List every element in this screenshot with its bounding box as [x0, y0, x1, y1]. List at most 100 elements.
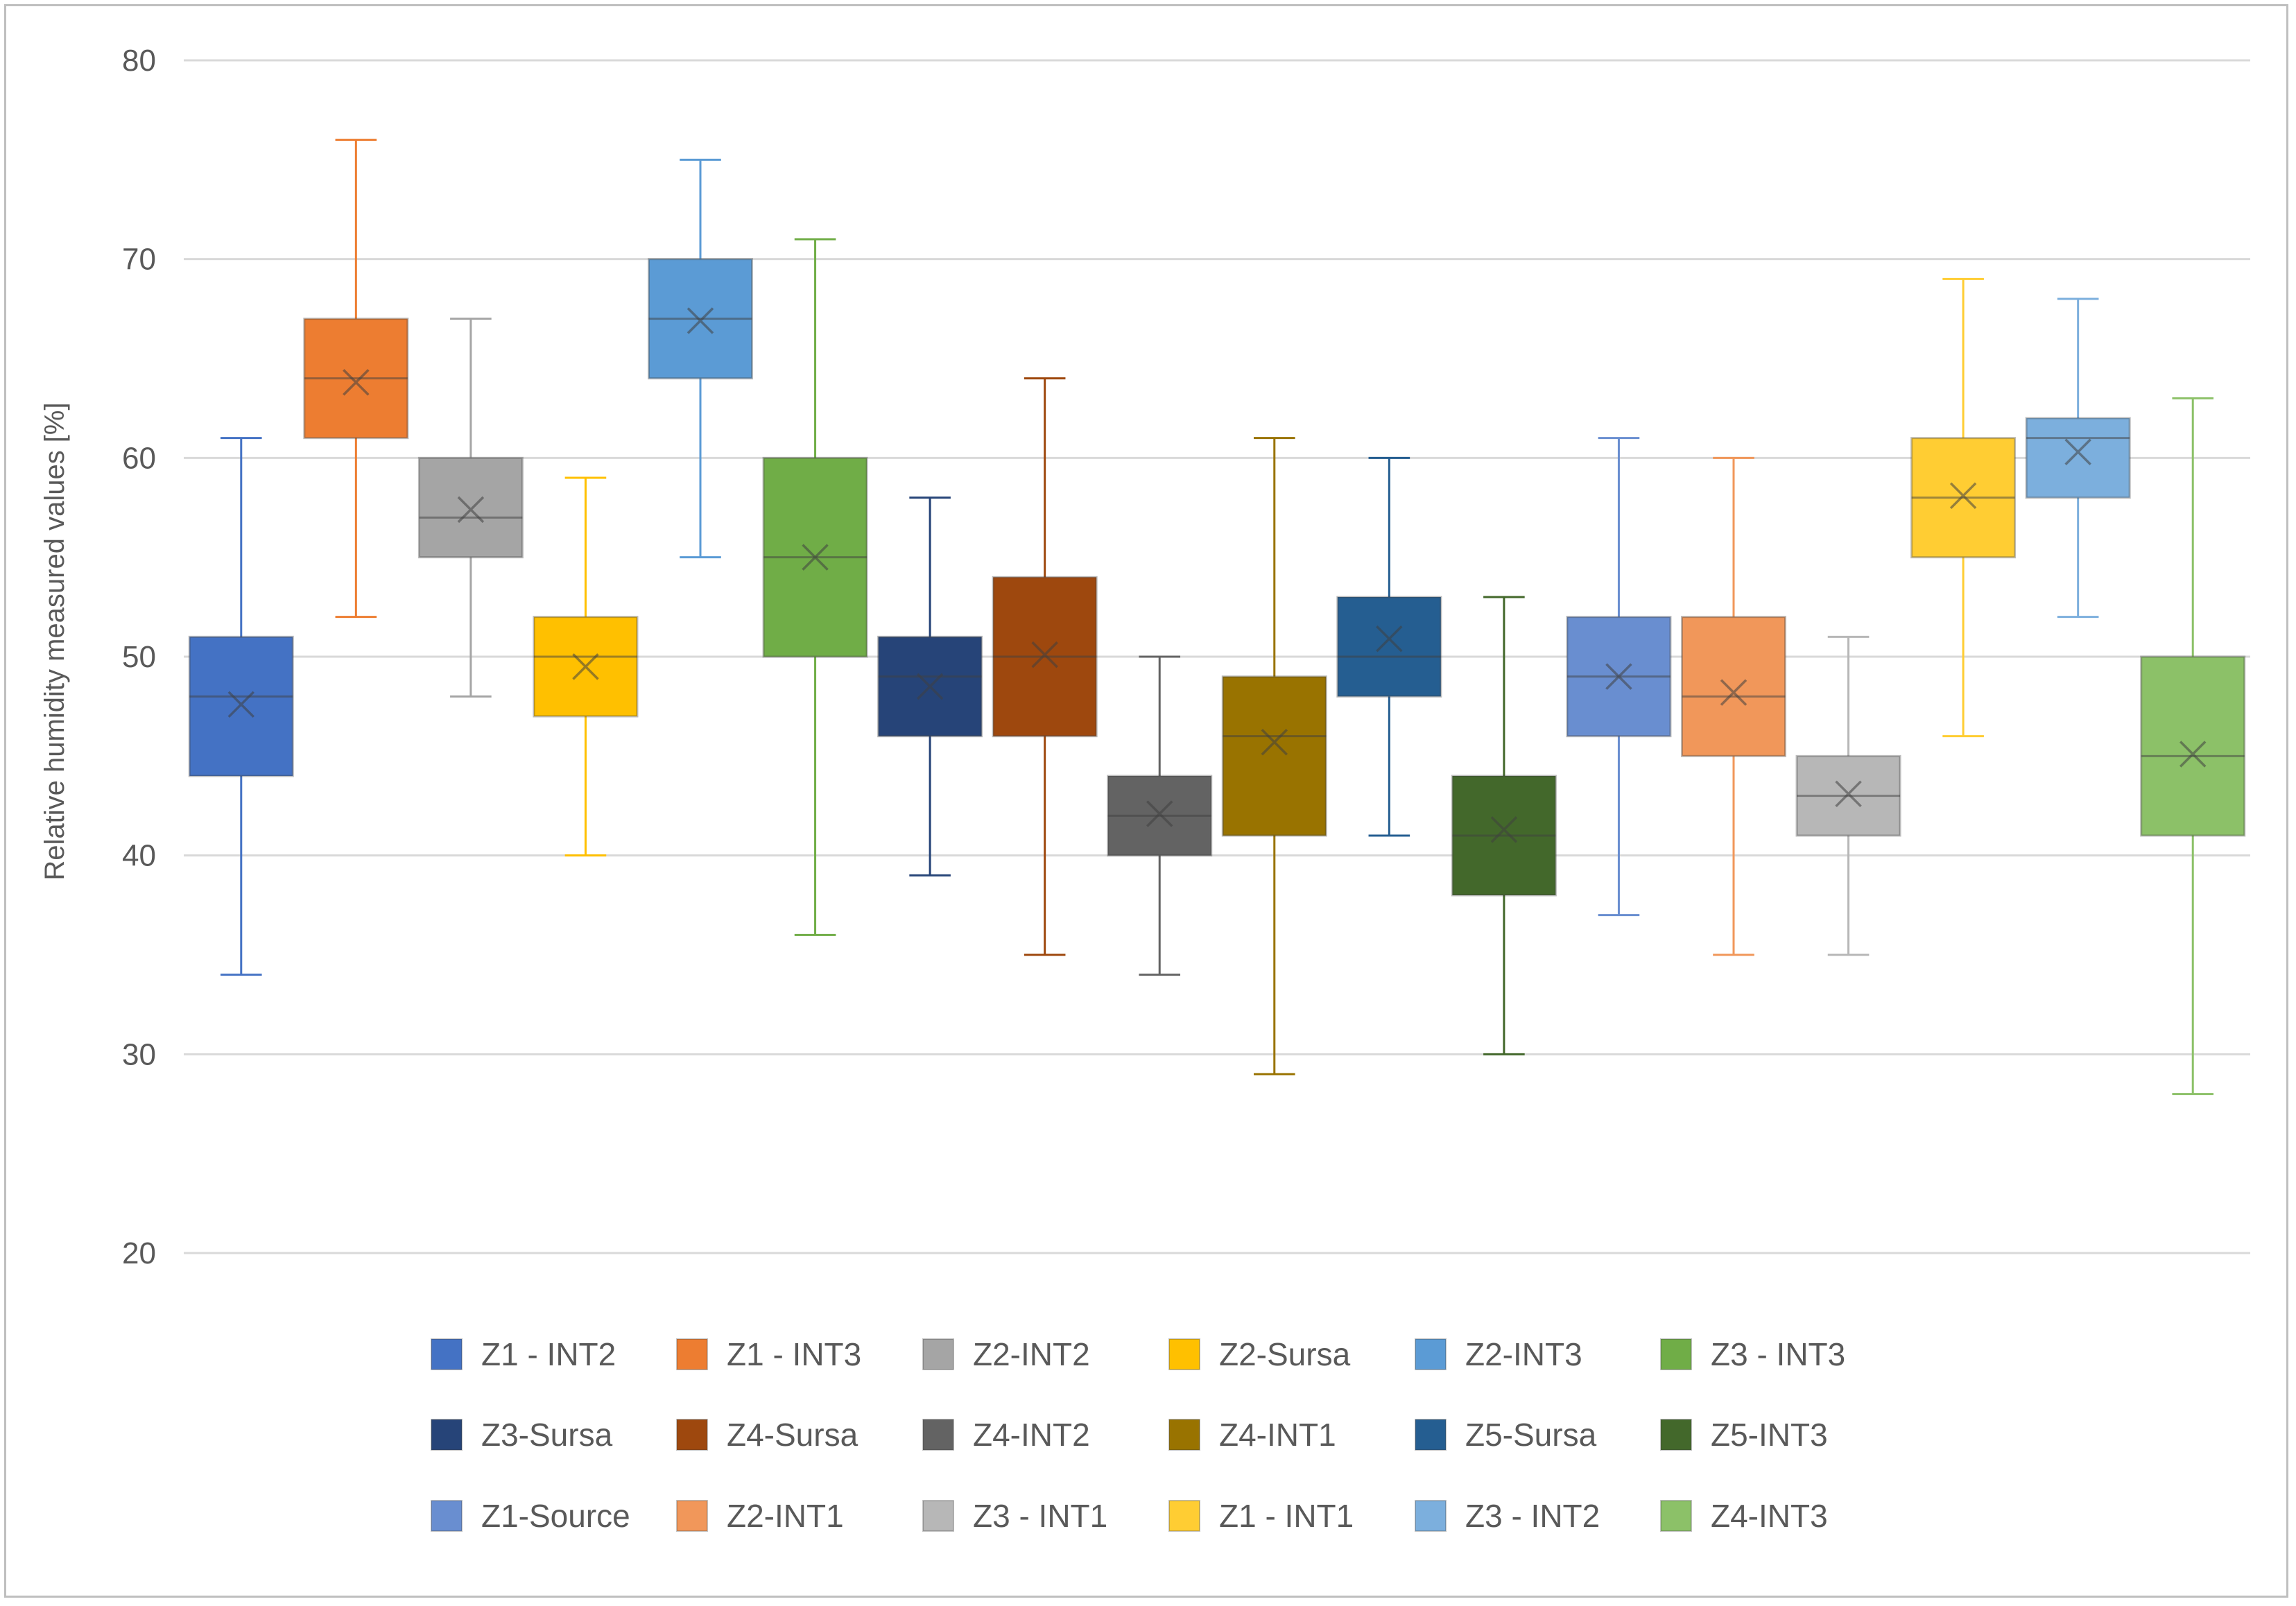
mean-marker — [1146, 800, 1173, 827]
y-tick-label: 40 — [122, 839, 156, 873]
legend-swatch — [1415, 1419, 1447, 1451]
legend-swatch — [431, 1338, 463, 1370]
mean-marker — [1031, 641, 1058, 668]
box-18 — [2140, 397, 2246, 1096]
legend-label: Z4-INT1 — [1219, 1417, 1336, 1453]
box-10 — [1221, 437, 1327, 1076]
legend-item: Z4-INT2 — [922, 1417, 1090, 1453]
legend-swatch — [1168, 1338, 1200, 1370]
box-9 — [1107, 655, 1213, 976]
legend-label: Z2-INT2 — [973, 1336, 1090, 1372]
mean-marker — [1490, 816, 1518, 843]
legend-item: Z3 - INT2 — [1415, 1498, 1600, 1534]
box-series — [188, 139, 2246, 1096]
legend-swatch — [676, 1419, 708, 1451]
legend-item: Z2-INT1 — [676, 1498, 844, 1534]
y-tick-label: 60 — [122, 441, 156, 475]
y-tick-label: 70 — [122, 243, 156, 277]
legend-swatch — [431, 1500, 463, 1532]
mean-marker — [343, 369, 370, 396]
legend-item: Z3 - INT1 — [922, 1498, 1107, 1534]
y-tick-label: 50 — [122, 640, 156, 674]
legend-label: Z2-INT3 — [1465, 1336, 1582, 1372]
box-1 — [188, 437, 294, 976]
iqr-box — [2140, 655, 2246, 837]
legend-label: Z3 - INT3 — [1711, 1336, 1845, 1372]
legend-swatch — [1415, 1500, 1447, 1532]
legend-item: Z4-Sursa — [676, 1417, 858, 1453]
mean-marker — [916, 673, 944, 700]
box-12 — [1451, 596, 1557, 1055]
legend-swatch — [922, 1338, 954, 1370]
legend-label: Z4-INT3 — [1711, 1498, 1828, 1534]
box-3 — [417, 318, 524, 698]
legend: Z1 - INT2 Z1 - INT3 Z2-INT2 Z2-Sursa Z2-INT3… — [431, 1336, 1845, 1534]
mean-marker — [2064, 438, 2091, 465]
box-7 — [877, 497, 983, 877]
legend-swatch — [922, 1500, 954, 1532]
box-11 — [1336, 456, 1442, 837]
legend-swatch — [676, 1338, 708, 1370]
box-5 — [648, 158, 753, 559]
legend-label: Z4-Sursa — [727, 1417, 858, 1453]
mean-marker — [1720, 679, 1747, 706]
legend-label: Z3-Sursa — [481, 1417, 613, 1453]
y-tick-label: 80 — [122, 44, 156, 78]
legend-item: Z2-INT2 — [922, 1336, 1090, 1372]
legend-label: Z1-Source — [481, 1498, 630, 1534]
iqr-box — [1221, 675, 1327, 837]
y-tick-label: 20 — [122, 1236, 156, 1270]
legend-item: Z1 - INT1 — [1168, 1498, 1354, 1534]
box-17 — [2025, 297, 2131, 619]
box-15 — [1795, 635, 1901, 956]
mean-marker — [1261, 729, 1288, 756]
legend-label: Z3 - INT1 — [973, 1498, 1107, 1534]
iqr-box — [2025, 417, 2131, 499]
box-13 — [1566, 437, 1672, 917]
box-4 — [533, 476, 639, 857]
legend-label: Z1 - INT3 — [727, 1336, 861, 1372]
legend-item: Z3-Sursa — [431, 1417, 613, 1453]
box-2 — [303, 139, 409, 619]
legend-swatch — [922, 1419, 954, 1451]
mean-marker — [1376, 625, 1403, 653]
legend-swatch — [1168, 1500, 1200, 1532]
legend-item: Z1 - INT2 — [431, 1336, 616, 1372]
legend-swatch — [676, 1500, 708, 1532]
legend-label: Z5-INT3 — [1711, 1417, 1828, 1453]
legend-item: Z4-INT1 — [1168, 1417, 1336, 1453]
iqr-box — [188, 635, 294, 777]
mean-marker — [457, 496, 485, 524]
legend-item: Z2-Sursa — [1168, 1336, 1351, 1372]
iqr-box — [417, 456, 524, 559]
legend-label: Z3 - INT2 — [1465, 1498, 1600, 1534]
legend-label: Z1 - INT2 — [481, 1336, 616, 1372]
box-16 — [1910, 277, 2017, 738]
y-axis-ticks: 20 30 40 50 60 70 80 — [122, 44, 156, 1270]
mean-marker — [227, 691, 255, 718]
legend-swatch — [1168, 1419, 1200, 1451]
legend-label: Z2-Sursa — [1219, 1336, 1351, 1372]
iqr-box — [1681, 616, 1786, 757]
legend-label: Z4-INT2 — [973, 1417, 1090, 1453]
legend-item: Z2-INT3 — [1415, 1336, 1582, 1372]
gridlines — [184, 59, 2250, 1254]
legend-swatch — [431, 1419, 463, 1451]
mean-marker — [1605, 663, 1632, 690]
box-14 — [1681, 456, 1786, 956]
legend-label: Z1 - INT1 — [1219, 1498, 1354, 1534]
legend-swatch — [1660, 1338, 1692, 1370]
legend-swatch — [1660, 1419, 1692, 1451]
legend-item: Z1-Source — [431, 1498, 630, 1534]
mean-marker — [1835, 780, 1862, 808]
legend-item: Z4-INT3 — [1660, 1498, 1828, 1534]
mean-marker — [1949, 482, 1977, 510]
legend-item: Z5-INT3 — [1660, 1417, 1828, 1453]
y-tick-label: 30 — [122, 1037, 156, 1071]
mean-marker — [572, 653, 599, 680]
box-6 — [762, 238, 868, 936]
legend-swatch — [1660, 1500, 1692, 1532]
legend-item: Z5-Sursa — [1415, 1417, 1597, 1453]
mean-marker — [687, 307, 714, 334]
mean-marker — [2179, 741, 2207, 768]
